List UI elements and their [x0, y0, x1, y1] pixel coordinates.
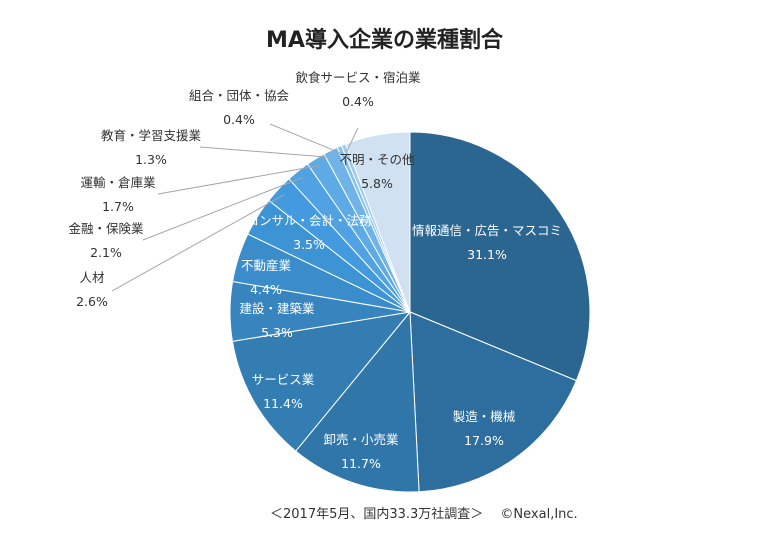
chart-title: MA導入企業の業種割合: [266, 28, 503, 53]
slice-value: 5.8%: [361, 176, 393, 191]
pie-slices: [229, 131, 591, 493]
pie-slice: [409, 131, 591, 382]
slice-value: 1.3%: [135, 152, 167, 167]
leader-lines: [111, 123, 359, 292]
slice-label: 組合・団体・協会: [189, 88, 290, 103]
leader-line: [111, 194, 285, 292]
slice-label: 製造・機械: [453, 409, 516, 424]
slice-label: コンサル・会計・法務: [246, 213, 372, 228]
slice-value: 0.4%: [342, 94, 374, 109]
slice-label: 情報通信・広告・マスコミ: [412, 223, 562, 238]
leader-line: [269, 123, 343, 155]
footer-note: ＜2017年5月、国内33.3万社調査＞ ©Nexal,Inc.: [270, 507, 578, 522]
slice-value: 3.5%: [293, 237, 325, 252]
pie-slice: [409, 311, 578, 493]
slice-value: 0.4%: [223, 112, 255, 127]
slice-value: 2.6%: [76, 294, 108, 309]
leader-line: [199, 146, 335, 159]
slice-label: 教育・学習支援業: [101, 128, 202, 143]
pie-slice: [344, 131, 411, 313]
slice-value: 11.4%: [263, 396, 303, 411]
slice-value: 17.9%: [464, 433, 504, 448]
slice-label: サービス業: [252, 372, 315, 387]
leader-line: [142, 176, 304, 241]
pie-slice: [231, 311, 412, 452]
slice-label: 卸売・小売業: [323, 432, 399, 447]
slice-value: 2.1%: [90, 245, 122, 260]
slice-label: 金融・保険業: [68, 221, 144, 236]
slice-label: 飲食サービス・宿泊業: [295, 70, 421, 85]
slice-value: 1.7%: [102, 199, 134, 214]
pie-slice: [295, 310, 420, 493]
slice-label: 建設・建築業: [239, 301, 315, 316]
leader-line: [345, 127, 359, 153]
slice-label: 運輸・倉庫業: [80, 175, 156, 190]
leader-line: [157, 165, 320, 195]
slice-label: 人材: [79, 270, 104, 285]
slice-value: 5.3%: [261, 325, 293, 340]
slice-label: 不動産業: [241, 258, 292, 273]
slice-value: 31.1%: [467, 247, 507, 262]
slice-value: 4.4%: [250, 282, 282, 297]
slice-value: 11.7%: [341, 456, 381, 471]
slice-labels: 情報通信・広告・マスコミ 31.1% 製造・機械 17.9% 卸売・小売業 11.7% サー…: [68, 70, 562, 471]
slice-label: 不明・その他: [339, 152, 415, 167]
